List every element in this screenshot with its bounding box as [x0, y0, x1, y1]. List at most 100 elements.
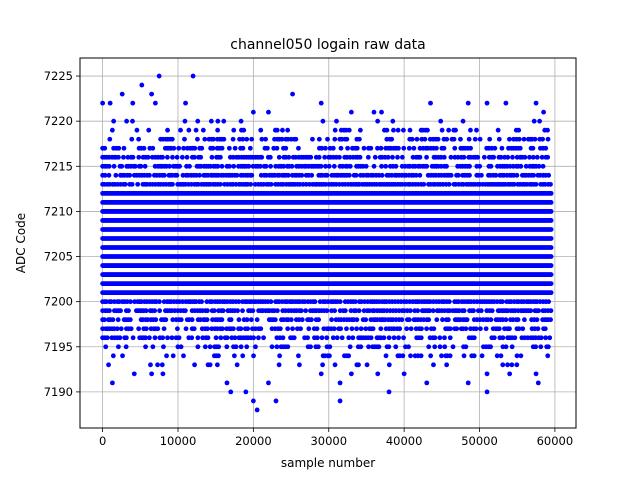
data-point [269, 344, 275, 350]
data-point [468, 127, 473, 133]
data-point [142, 163, 148, 169]
data-point [491, 335, 497, 341]
data-point [488, 163, 494, 169]
data-point [400, 353, 406, 359]
data-point [319, 335, 325, 341]
data-point [221, 118, 227, 124]
data-point [533, 100, 539, 106]
data-point [375, 118, 381, 124]
data-point [348, 109, 354, 115]
data-point [447, 326, 453, 332]
data-point [396, 145, 401, 151]
data-point [235, 308, 241, 314]
data-point [224, 335, 230, 341]
data-point [418, 335, 424, 341]
data-point [283, 145, 289, 151]
data-point [192, 362, 197, 368]
data-point [484, 389, 490, 395]
data-point [379, 109, 384, 115]
data-point [143, 344, 148, 350]
y-tick-label: 7195 [44, 340, 73, 354]
data-point [244, 317, 250, 323]
data-point [211, 308, 217, 314]
data-point [128, 299, 133, 305]
data-point [127, 172, 133, 178]
data-point [535, 326, 541, 332]
data-point [195, 344, 201, 350]
data-point [455, 172, 461, 178]
data-point [285, 127, 291, 133]
data-point [393, 344, 399, 350]
data-point [406, 317, 412, 323]
data-point [150, 344, 156, 350]
data-point [256, 335, 261, 341]
data-point [309, 317, 314, 323]
data-point [298, 326, 303, 332]
data-point [253, 344, 258, 350]
data-point [218, 154, 223, 160]
data-point [259, 154, 265, 160]
data-point [545, 136, 551, 142]
data-point [368, 335, 374, 341]
data-point [177, 163, 183, 169]
data-point [495, 127, 501, 133]
data-point [438, 118, 444, 124]
data-point-band [100, 290, 554, 296]
data-point [399, 317, 405, 323]
data-point [474, 127, 479, 133]
data-points [100, 73, 554, 413]
plot-area-frame [79, 57, 577, 429]
data-point [128, 326, 134, 332]
data-point [338, 145, 344, 151]
data-point [461, 353, 467, 359]
data-point [107, 100, 113, 106]
data-point [471, 353, 477, 359]
data-point [434, 317, 440, 323]
data-point [409, 136, 415, 142]
data-point [190, 73, 196, 79]
data-point [116, 344, 121, 350]
data-point [534, 154, 540, 160]
data-point [344, 326, 349, 332]
data-point-band [100, 209, 554, 214]
data-point [503, 100, 509, 106]
data-point [450, 344, 456, 350]
data-point [285, 172, 291, 178]
data-point-band [100, 190, 554, 196]
data-point [280, 335, 286, 341]
data-point [258, 127, 264, 133]
data-point [339, 335, 345, 341]
data-point [441, 154, 447, 160]
data-point [155, 362, 160, 368]
data-point [297, 362, 302, 368]
y-tick-label: 7225 [44, 69, 73, 83]
data-point [481, 154, 487, 160]
data-point [157, 299, 162, 305]
data-point [376, 344, 382, 350]
data-point [215, 163, 221, 169]
data-point [515, 317, 521, 323]
data-point [230, 136, 236, 142]
x-tick-label: 10000 [160, 434, 197, 448]
data-point [199, 145, 205, 151]
data-point [186, 127, 192, 133]
data-point [240, 308, 245, 314]
data-point [316, 154, 322, 160]
data-point [545, 344, 551, 350]
data-point [514, 362, 520, 368]
data-point [216, 344, 222, 350]
data-point [277, 353, 283, 359]
data-point [432, 335, 438, 341]
data-point [332, 136, 338, 142]
data-point [274, 127, 280, 133]
data-point [184, 154, 190, 160]
data-point [161, 326, 167, 332]
data-point [364, 362, 370, 368]
data-point [134, 127, 140, 133]
data-point [274, 344, 280, 350]
data-point [121, 145, 127, 151]
data-point [507, 371, 513, 377]
data-point [342, 308, 348, 314]
data-point [119, 163, 125, 169]
data-point [243, 389, 249, 395]
